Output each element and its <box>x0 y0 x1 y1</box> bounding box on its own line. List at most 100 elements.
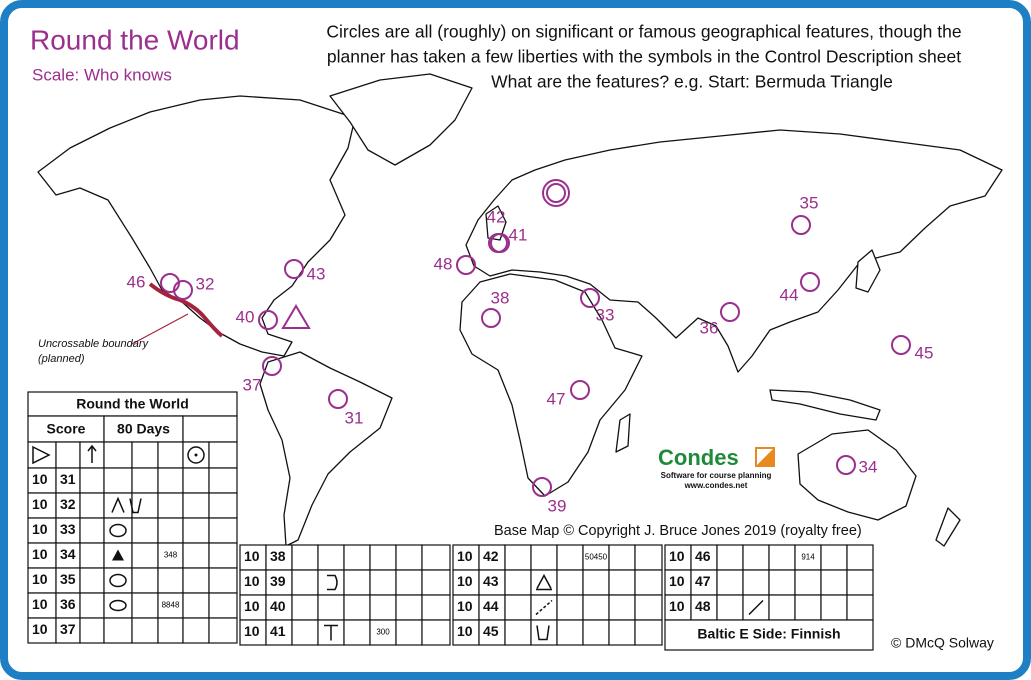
symbol-cell <box>103 441 133 469</box>
control-number: 36 <box>700 318 719 337</box>
new-zealand <box>935 507 961 547</box>
table-cell <box>664 544 692 571</box>
control-code: 45 <box>483 623 499 639</box>
table-cell <box>55 542 81 569</box>
control-circle <box>570 380 590 400</box>
control-code: 46 <box>695 548 711 564</box>
table-cell <box>103 617 133 644</box>
eurasia <box>465 129 1003 373</box>
table-cell <box>634 544 663 571</box>
points: 10 <box>244 598 260 614</box>
table-cell <box>582 569 610 596</box>
finish-circle <box>542 179 570 207</box>
table-cell <box>343 619 371 646</box>
symbol-cell <box>55 441 81 469</box>
table-cell <box>131 592 159 619</box>
table-cell <box>504 619 532 646</box>
table-cell <box>55 567 81 594</box>
logo-name: Condes <box>658 445 739 470</box>
table-cell <box>556 594 584 621</box>
table-cell <box>182 617 210 644</box>
control-number: 37 <box>243 375 262 394</box>
table-cell <box>452 544 480 571</box>
control-circle <box>262 356 282 376</box>
control-number: 34 <box>859 457 878 476</box>
table-cell <box>556 569 584 596</box>
control-number: 44 <box>780 285 799 304</box>
table-cell <box>182 467 210 494</box>
control-number: 43 <box>307 264 326 283</box>
credit: © DMcQ Solway <box>891 635 994 651</box>
table-cell <box>742 569 770 596</box>
control-code: 31 <box>60 471 76 487</box>
table-cell <box>208 567 238 594</box>
table-cell <box>157 592 184 619</box>
arrow-symbol <box>87 444 97 463</box>
points: 10 <box>457 548 473 564</box>
points: 10 <box>32 496 48 512</box>
title: Round the World <box>30 24 240 55</box>
dimension: 914 <box>801 553 815 562</box>
table-cell <box>265 569 293 596</box>
control-circle <box>284 259 304 279</box>
footer-cell <box>664 619 874 651</box>
table-cell <box>291 544 319 571</box>
table-cell <box>182 567 210 594</box>
table-cell <box>582 619 610 646</box>
table-cell <box>103 567 133 594</box>
table-cell <box>79 542 105 569</box>
table-cell <box>208 617 238 644</box>
control-code: 38 <box>270 548 286 564</box>
table-cell <box>343 544 371 571</box>
logo-url: www.condes.net <box>684 481 748 490</box>
control-number: 47 <box>547 389 566 408</box>
control-code: 47 <box>695 573 711 589</box>
symbol <box>112 549 124 561</box>
intro-line: planner has taken a few liberties with t… <box>327 47 961 67</box>
table-cell <box>182 542 210 569</box>
table-cell <box>131 467 159 494</box>
table-cell <box>103 517 133 544</box>
table-cell <box>768 569 796 596</box>
table-cell <box>820 544 848 571</box>
table-cell <box>131 517 159 544</box>
table-cell <box>131 617 159 644</box>
control-circle <box>720 302 740 322</box>
table-cell <box>608 594 636 621</box>
symbol <box>748 599 764 616</box>
control-number: 41 <box>509 225 528 244</box>
sheet-title: Round the World <box>76 396 189 412</box>
control-number: 39 <box>548 496 567 515</box>
points: 10 <box>669 598 685 614</box>
table-cell <box>395 594 423 621</box>
finish-symbol <box>187 446 205 464</box>
table-cell <box>369 544 397 571</box>
scale: Scale: Who knows <box>32 65 172 84</box>
south-america <box>259 351 393 547</box>
table-cell <box>634 569 663 596</box>
table-cell <box>55 517 81 544</box>
header-cell <box>27 415 105 443</box>
points: 10 <box>457 623 473 639</box>
points: 10 <box>669 573 685 589</box>
control-code: 44 <box>483 598 499 614</box>
symbol <box>111 496 142 514</box>
table-cell <box>208 467 238 494</box>
symbol <box>536 625 550 641</box>
control-number: 42 <box>487 207 506 226</box>
symbol <box>327 574 338 591</box>
logo-icon <box>756 448 774 466</box>
japan <box>855 249 881 293</box>
table-cell <box>79 592 105 619</box>
sheet-footer: Baltic E Side: Finnish <box>697 626 840 642</box>
points: 10 <box>244 548 260 564</box>
table-cell <box>582 594 610 621</box>
symbol <box>535 599 553 616</box>
score-label: Score <box>47 421 86 437</box>
table-cell <box>317 544 345 571</box>
control-number: 33 <box>596 305 615 324</box>
table-cell <box>265 544 293 571</box>
control-code: 41 <box>270 623 286 639</box>
table-cell <box>530 569 558 596</box>
points: 10 <box>457 573 473 589</box>
